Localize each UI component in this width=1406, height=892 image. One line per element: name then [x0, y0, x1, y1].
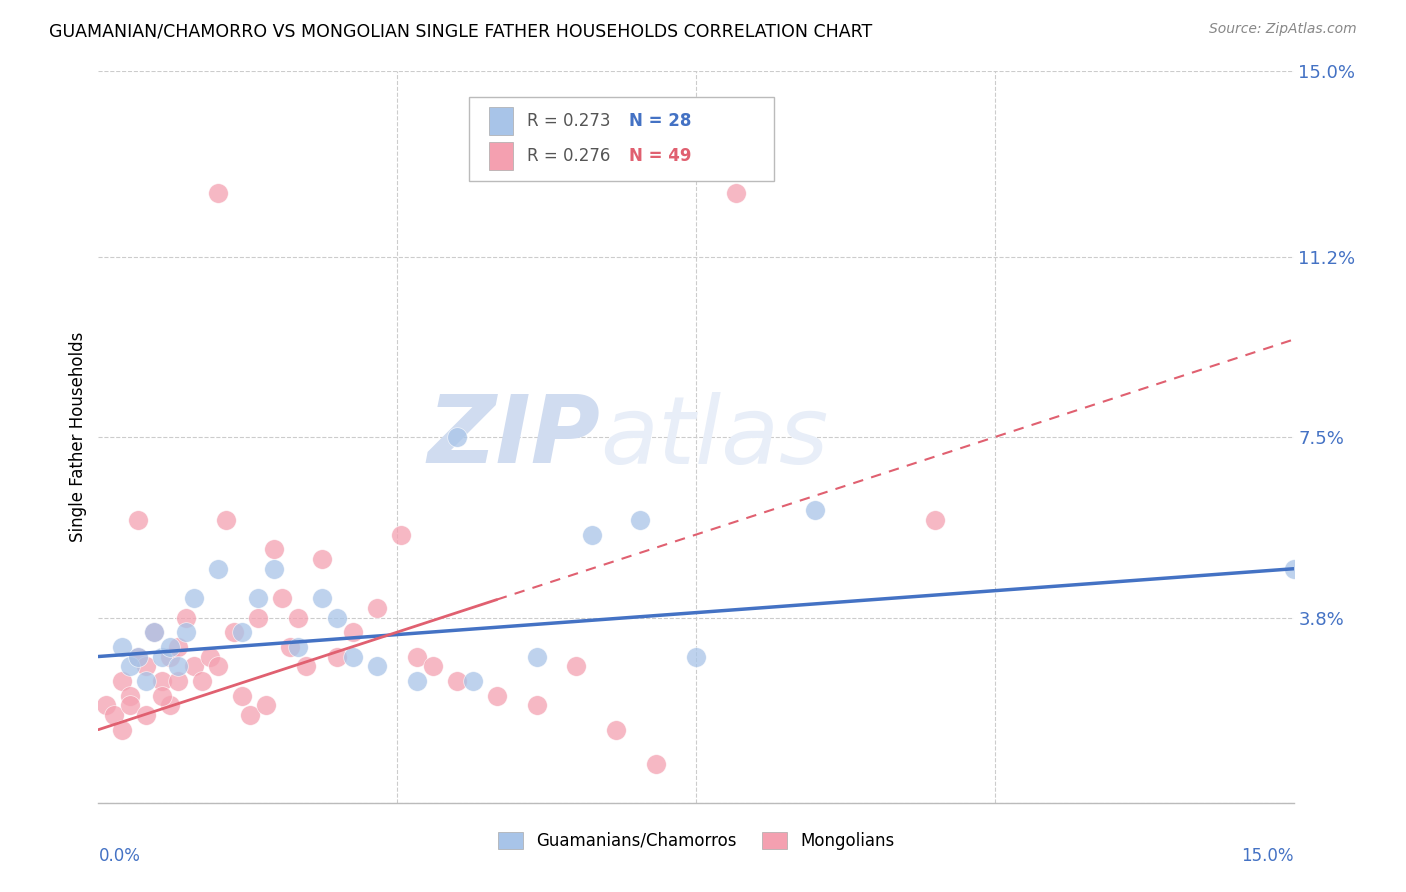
FancyBboxPatch shape	[470, 97, 773, 181]
Point	[461, 673, 484, 688]
Point	[150, 649, 173, 664]
Point	[103, 708, 125, 723]
Point	[143, 625, 166, 640]
Point	[924, 513, 946, 527]
Text: N = 49: N = 49	[628, 147, 692, 165]
Point	[167, 659, 190, 673]
Text: R = 0.276: R = 0.276	[527, 147, 610, 165]
Point	[605, 723, 627, 737]
Point	[150, 689, 173, 703]
Point	[565, 659, 588, 673]
FancyBboxPatch shape	[489, 143, 513, 170]
Point	[198, 649, 221, 664]
Point	[111, 673, 134, 688]
Point	[159, 649, 181, 664]
Point	[263, 542, 285, 557]
Point	[263, 562, 285, 576]
Point	[246, 610, 269, 624]
Point	[581, 527, 603, 541]
Point	[239, 708, 262, 723]
Point	[127, 649, 149, 664]
Point	[311, 591, 333, 605]
Point	[207, 659, 229, 673]
Point	[120, 689, 142, 703]
Point	[111, 640, 134, 654]
Point	[135, 708, 157, 723]
Text: 15.0%: 15.0%	[1241, 847, 1294, 864]
Point	[804, 503, 827, 517]
Point	[174, 610, 197, 624]
FancyBboxPatch shape	[489, 107, 513, 135]
Point	[191, 673, 214, 688]
Point	[120, 698, 142, 713]
Point	[231, 625, 253, 640]
Point	[326, 649, 349, 664]
Point	[159, 698, 181, 713]
Point	[183, 659, 205, 673]
Point	[1282, 562, 1305, 576]
Text: ZIP: ZIP	[427, 391, 600, 483]
Point	[389, 527, 412, 541]
Point	[270, 591, 292, 605]
Text: GUAMANIAN/CHAMORRO VS MONGOLIAN SINGLE FATHER HOUSEHOLDS CORRELATION CHART: GUAMANIAN/CHAMORRO VS MONGOLIAN SINGLE F…	[49, 22, 873, 40]
Point	[366, 600, 388, 615]
Point	[406, 649, 429, 664]
Point	[111, 723, 134, 737]
Point	[207, 562, 229, 576]
Point	[150, 673, 173, 688]
Point	[135, 659, 157, 673]
Point	[446, 430, 468, 444]
Point	[526, 698, 548, 713]
Point	[135, 673, 157, 688]
Point	[628, 513, 651, 527]
Point	[311, 552, 333, 566]
Point	[174, 625, 197, 640]
Point	[143, 625, 166, 640]
Point	[406, 673, 429, 688]
Legend: Guamanians/Chamorros, Mongolians: Guamanians/Chamorros, Mongolians	[491, 825, 901, 856]
Point	[254, 698, 277, 713]
Point	[342, 649, 364, 664]
Point	[366, 659, 388, 673]
Text: 0.0%: 0.0%	[98, 847, 141, 864]
Point	[96, 698, 118, 713]
Point	[645, 756, 668, 771]
Point	[422, 659, 444, 673]
Point	[127, 649, 149, 664]
Point	[246, 591, 269, 605]
Point	[685, 649, 707, 664]
Point	[485, 689, 508, 703]
Point	[278, 640, 301, 654]
Point	[231, 689, 253, 703]
Text: N = 28: N = 28	[628, 112, 692, 130]
Point	[342, 625, 364, 640]
Y-axis label: Single Father Households: Single Father Households	[69, 332, 87, 542]
Point	[183, 591, 205, 605]
Point	[287, 610, 309, 624]
Text: Source: ZipAtlas.com: Source: ZipAtlas.com	[1209, 22, 1357, 37]
Point	[222, 625, 245, 640]
Point	[287, 640, 309, 654]
Point	[446, 673, 468, 688]
Point	[207, 186, 229, 201]
Point	[526, 649, 548, 664]
Point	[159, 640, 181, 654]
Point	[294, 659, 316, 673]
Point	[215, 513, 238, 527]
Point	[127, 513, 149, 527]
Point	[167, 673, 190, 688]
Text: atlas: atlas	[600, 392, 828, 483]
Point	[326, 610, 349, 624]
Point	[167, 640, 190, 654]
Text: R = 0.273: R = 0.273	[527, 112, 612, 130]
Point	[120, 659, 142, 673]
Point	[724, 186, 747, 201]
